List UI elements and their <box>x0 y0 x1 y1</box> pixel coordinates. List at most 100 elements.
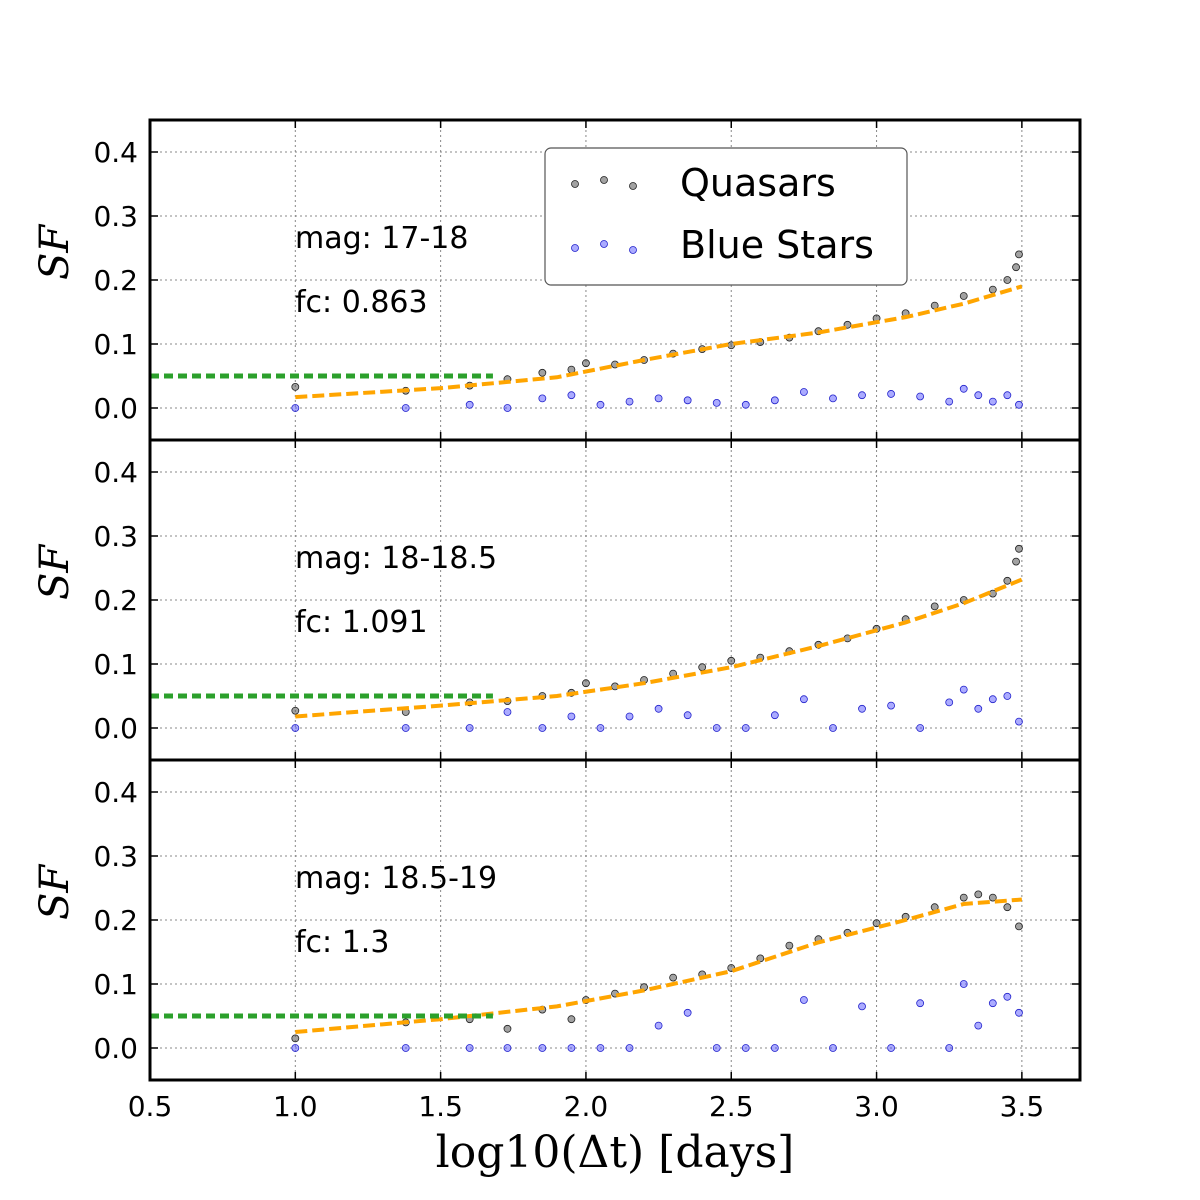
model-fit-line <box>295 897 1023 1034</box>
blue-star-point <box>770 396 779 405</box>
legend-label-blue-stars: Blue Stars <box>680 223 874 267</box>
x-tick-label: 0.5 <box>128 1090 173 1123</box>
panel-text-layer: mag: 17-18 fc: 0.863 mag: 18-18.5 fc: 1.091… <box>295 221 497 960</box>
panel-1: 0.0 0.1 0.2 0.3 0.4 <box>93 118 1082 442</box>
blue-star-point <box>858 704 866 713</box>
blue-star-point <box>465 1044 474 1052</box>
y-tick-label: 0.2 <box>93 584 138 617</box>
blue-star-point <box>538 1044 547 1052</box>
blue-star-point <box>401 1044 410 1052</box>
blue-star-point <box>465 400 474 409</box>
blue-star-point <box>503 708 512 716</box>
y-tick-label: 0.0 <box>93 1032 138 1065</box>
quasar-point <box>1015 544 1023 553</box>
y-tick-label: 0.0 <box>93 712 138 745</box>
blue-star-point <box>829 1044 837 1052</box>
y-tick-label: 0.3 <box>93 520 138 553</box>
blue-star-point <box>596 1044 605 1052</box>
blue-star-point <box>770 1044 779 1052</box>
blue-star-point <box>712 1044 721 1052</box>
blue-star-point <box>829 394 837 403</box>
legend-box <box>544 147 908 286</box>
blue-star-point <box>800 996 808 1004</box>
blue-star-point <box>683 1008 692 1017</box>
blue-star-point <box>887 390 895 398</box>
blue-star-point <box>916 724 925 732</box>
quasar-point <box>291 1034 300 1043</box>
blue-star-point <box>503 1044 512 1052</box>
blue-star-point <box>625 1044 634 1052</box>
legend-marker-blue-stars <box>571 244 579 252</box>
blue-star-point <box>1003 692 1012 700</box>
blue-star-point <box>625 397 634 406</box>
quasar-point <box>1012 263 1020 272</box>
blue-star-point <box>1015 717 1023 726</box>
blue-star-point <box>959 685 968 694</box>
fc-value-label: fc: 1.3 <box>295 925 389 960</box>
quasar-point <box>1003 903 1012 912</box>
blue-star-point <box>654 394 663 403</box>
quasar-point <box>567 1015 576 1024</box>
quasar-point <box>959 292 968 300</box>
quasar-point <box>538 368 547 377</box>
x-tick-label: 2.0 <box>564 1090 609 1123</box>
blue-star-point <box>567 1044 576 1052</box>
y-axis-label-panel-3: SF <box>32 864 78 920</box>
blue-star-point <box>974 391 983 400</box>
blue-star-point <box>829 724 837 732</box>
quasar-point <box>785 941 794 950</box>
quasar-point <box>698 663 707 672</box>
blue-star-point <box>916 392 925 401</box>
legend-marker-quasars <box>629 182 637 190</box>
quasar-point <box>1015 922 1023 931</box>
blue-star-point <box>945 397 954 406</box>
blue-star-point <box>959 384 968 393</box>
blue-star-point <box>741 1044 750 1052</box>
legend-label-quasars: Quasars <box>680 161 836 205</box>
blue-star-point <box>712 724 721 732</box>
y-axis-label-panel-2: SF <box>32 544 78 600</box>
blue-star-point <box>683 396 692 405</box>
y-tick-label: 0.4 <box>93 136 138 169</box>
blue-star-point <box>988 999 997 1008</box>
quasar-point <box>988 893 997 902</box>
x-tick-label: 1.5 <box>418 1090 463 1123</box>
legend: Quasars Blue Stars <box>544 147 908 286</box>
blue-star-point <box>538 724 547 732</box>
quasar-point <box>974 890 983 899</box>
panel-2: 0.0 0.1 0.2 0.3 0.4 <box>93 438 1082 762</box>
blue-star-point <box>654 1021 663 1030</box>
blue-star-point <box>1015 1008 1023 1017</box>
x-tick-label: 3.5 <box>1000 1090 1045 1123</box>
quasar-point <box>988 285 997 294</box>
quasar-point <box>872 919 881 928</box>
blue-star-point <box>291 724 300 732</box>
x-tick-label: 2.5 <box>709 1090 754 1123</box>
y-tick-label: 0.0 <box>93 392 138 425</box>
blue-star-point <box>1003 391 1012 400</box>
legend-marker-quasars <box>600 176 608 184</box>
y-axis-label-panel-1: SF <box>32 224 78 280</box>
blue-star-point <box>401 724 410 732</box>
quasar-point <box>1015 250 1023 259</box>
y-tick-label: 0.3 <box>93 200 138 233</box>
blue-star-point <box>800 388 808 396</box>
blue-star-point <box>974 1021 983 1030</box>
blue-star-point <box>625 712 634 721</box>
blue-star-point <box>770 711 779 720</box>
blue-star-point <box>503 404 512 412</box>
blue-star-point <box>741 724 750 732</box>
y-tick-label: 0.1 <box>93 328 138 361</box>
legend-marker-blue-stars <box>600 240 608 248</box>
legend-marker-quasars <box>571 180 579 188</box>
blue-star-point <box>887 701 895 710</box>
quasar-point <box>930 602 939 611</box>
blue-star-point <box>1015 400 1023 409</box>
x-axis-label: log10(Δt) [days] <box>436 1127 795 1178</box>
y-tick-label: 0.1 <box>93 648 138 681</box>
y-tick-label: 0.4 <box>93 456 138 489</box>
mag-range-label: mag: 18.5-19 <box>295 861 497 896</box>
mag-range-label: mag: 18-18.5 <box>295 541 497 576</box>
blue-star-point <box>401 404 410 412</box>
blue-star-point <box>887 1044 895 1052</box>
